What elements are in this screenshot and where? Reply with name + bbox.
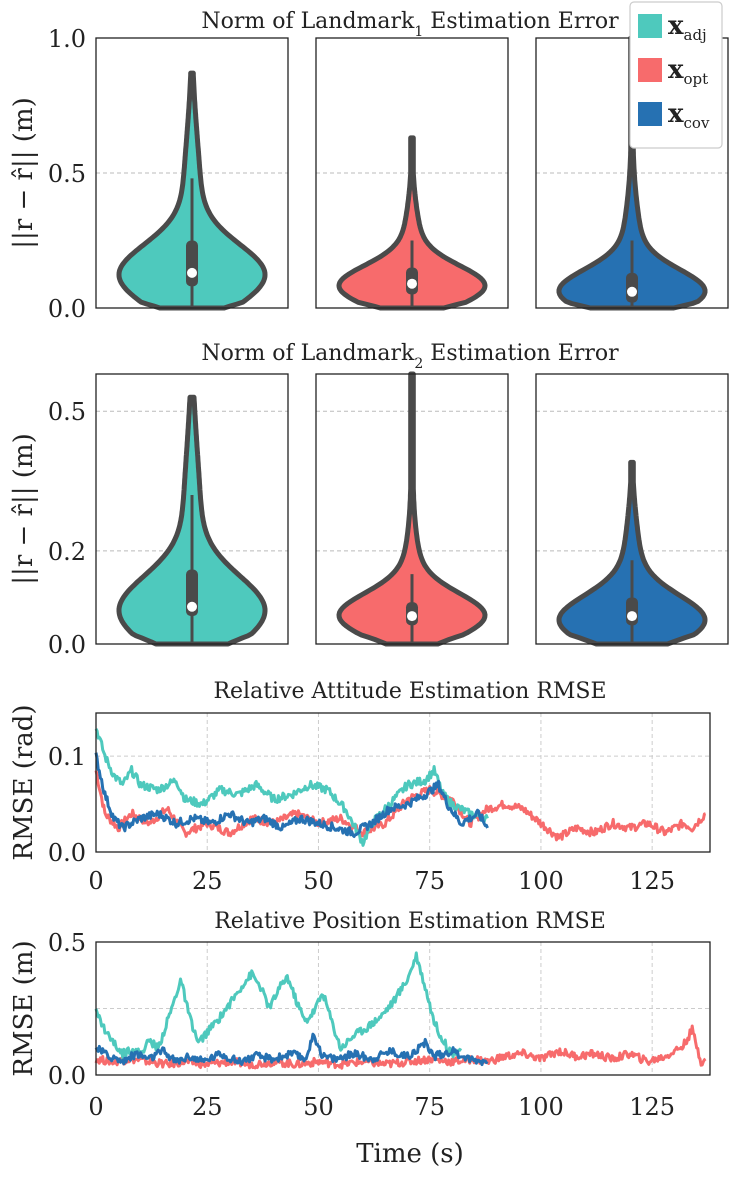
legend-label-adj: xadj: [668, 11, 707, 44]
legend: xadj xopt xcov: [629, 1, 723, 149]
x-tick-label: 50: [303, 867, 334, 895]
violin-panel-x_adj: [95, 373, 289, 647]
x-tick-label: 75: [414, 867, 445, 895]
y-tick-label: 0.0: [48, 839, 86, 867]
median-marker: [187, 601, 197, 612]
y-tick-label: 0.0: [48, 1062, 86, 1090]
legend-swatch-cov: [638, 102, 662, 126]
axes-frame: [95, 712, 711, 853]
violin-panel-x_opt: [315, 37, 509, 311]
x-tick-label: 0: [88, 1093, 103, 1121]
axes-frame: [315, 373, 509, 645]
x-tick-label: 125: [629, 867, 675, 895]
violin-panel-x_opt: [315, 371, 509, 647]
x-tick-label: 100: [518, 867, 564, 895]
chart-title: Relative Attitude Estimation RMSE: [213, 679, 606, 704]
x-tick-label: 50: [303, 1093, 334, 1121]
y-tick-label: 0.0: [48, 295, 86, 323]
violin-body-x_cov: [556, 459, 708, 647]
median-marker: [187, 267, 197, 278]
y-tick-label: 0.5: [48, 398, 86, 426]
x-tick-label: 25: [192, 1093, 223, 1121]
legend-label-opt: xopt: [668, 55, 708, 88]
median-marker: [407, 611, 417, 622]
x-axis-label: Time (s): [356, 1139, 464, 1169]
legend-swatch-adj: [638, 14, 662, 38]
median-marker: [407, 278, 417, 289]
y-tick-label: 0.1: [48, 743, 86, 771]
series-line-x_cov: [94, 1032, 489, 1067]
series-line-x_cov: [94, 752, 489, 838]
series-line-x_adj: [94, 951, 463, 1060]
chart-title: Relative Position Estimation RMSE: [214, 909, 606, 934]
median-marker: [627, 286, 637, 297]
y-axis-label: ||r − r̂|| (m): [9, 433, 39, 584]
y-tick-label: 1.0: [48, 25, 86, 53]
x-tick-label: 125: [629, 1093, 675, 1121]
legend-swatch-opt: [638, 58, 662, 82]
iqr-box: [186, 240, 198, 287]
axes-frame: [315, 37, 509, 309]
y-axis-label: ||r − r̂|| (m): [9, 97, 39, 248]
y-axis-label: RMSE (rad): [9, 704, 39, 860]
median-marker: [627, 611, 637, 622]
violin-panel-x_adj: [95, 37, 289, 311]
axes-frame: [95, 37, 289, 309]
chart-title: Norm of Landmark2 Estimation Error: [201, 341, 619, 372]
series-line-x_adj: [94, 728, 489, 847]
axes-frame: [535, 373, 729, 645]
x-tick-label: 25: [192, 867, 223, 895]
x-tick-label: 75: [414, 1093, 445, 1121]
series-line-x_opt: [94, 1024, 707, 1070]
x-tick-label: 0: [88, 867, 103, 895]
line-panel-0: Relative Attitude Estimation RMSE 0.0 0.1 0…: [9, 679, 711, 895]
x-tick-label: 100: [518, 1093, 564, 1121]
line-panel-1: Relative Position Estimation RMSE 0.0 0.5 0…: [9, 909, 711, 1169]
legend-label-cov: xcov: [668, 99, 710, 132]
y-tick-label: 0.5: [48, 160, 86, 188]
series-line-x_opt: [94, 770, 707, 842]
y-tick-label: 0.5: [48, 929, 86, 957]
chart-title: Norm of Landmark1 Estimation Error: [201, 9, 619, 40]
axes-frame: [95, 373, 289, 645]
violin-body-x_opt: [336, 135, 488, 311]
axes-frame: [95, 941, 711, 1076]
violin-panel-x_cov: [535, 373, 729, 647]
y-tick-label: 0.0: [48, 631, 86, 659]
y-axis-label: RMSE (m): [9, 940, 39, 1076]
y-tick-label: 0.2: [48, 538, 86, 566]
